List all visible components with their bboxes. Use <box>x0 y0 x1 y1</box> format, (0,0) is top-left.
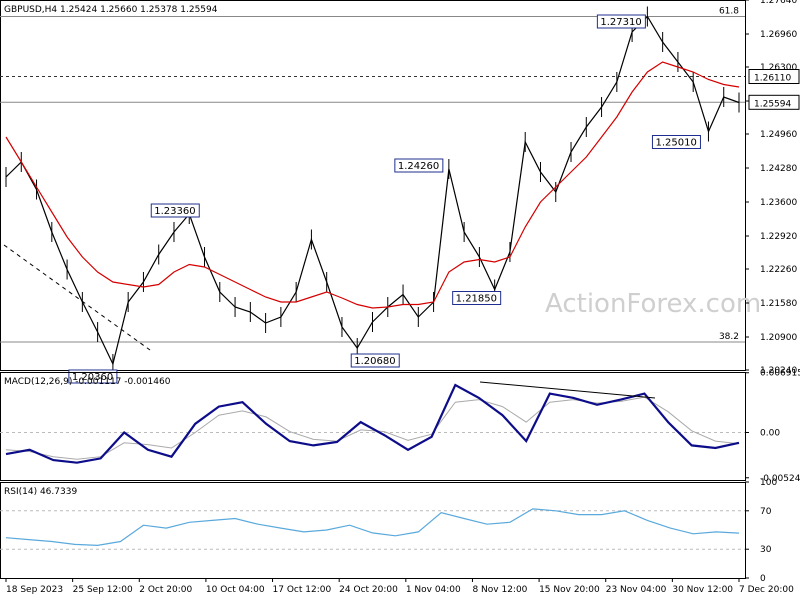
rsi-header: RSI(14) 46.7339 <box>4 487 77 497</box>
price-callout-label: 1.20680 <box>354 356 395 367</box>
macd-panel-frame <box>0 372 746 481</box>
price-callout-box <box>150 203 200 218</box>
macd-tick-label: 0.006915 <box>760 369 800 379</box>
price-callout-box <box>394 158 444 173</box>
watermark: ActionForex.com <box>545 289 761 319</box>
x-tick-label: 2 Oct 20:00 <box>139 585 192 595</box>
rsi-tick-label: 70 <box>760 507 772 517</box>
macd-tick-label: -0.005241 <box>760 474 800 484</box>
price-callout-label: 1.27310 <box>600 17 641 28</box>
x-tick-label: 25 Sep 12:00 <box>73 585 133 595</box>
price-tick-label: 1.23600 <box>760 198 797 208</box>
current-price-label: 1.25594 <box>754 99 791 109</box>
fib-level-label: 38.2 <box>719 332 739 342</box>
main-header: GBPUSD,H4 1.25424 1.25660 1.25378 1.2559… <box>4 5 218 15</box>
current-price-box <box>748 94 800 110</box>
price-tick-label: 1.22260 <box>760 265 797 275</box>
x-tick-label: 30 Nov 12:00 <box>672 585 733 595</box>
rsi-line <box>5 508 740 547</box>
rsi-tick-label: 0 <box>760 574 766 584</box>
macd-tick-label: 0.00 <box>760 428 780 438</box>
x-tick-label: 18 Sep 2023 <box>6 585 63 595</box>
price-callout-box <box>596 14 646 29</box>
price-callout-box <box>452 291 502 305</box>
price-callout-label: 1.20360 <box>72 372 113 383</box>
rsi-tick-label: 100 <box>760 478 777 488</box>
price-callout-label: 1.21850 <box>456 294 497 305</box>
x-tick-label: 1 Nov 04:00 <box>406 585 461 595</box>
price-callout-label: 1.24260 <box>398 161 439 172</box>
level-price-label: 1.26110 <box>754 74 791 84</box>
price-callout-label: 1.25010 <box>655 138 696 149</box>
price-tick-label: 1.20900 <box>760 333 797 343</box>
x-tick-label: 7 Dec 20:00 <box>739 585 794 595</box>
main-panel-frame <box>0 0 746 371</box>
price-tick-label: 1.24280 <box>760 164 797 174</box>
macd-header: MACD(12,26,9) -0.001117 -0.001460 <box>4 377 171 387</box>
macd-line <box>5 383 740 464</box>
price-tick-label: 1.26300 <box>760 63 797 73</box>
price-callout-box <box>651 135 701 149</box>
price-callout-box <box>350 353 400 368</box>
level-price-box <box>748 69 800 84</box>
price-tick-label: 1.21580 <box>760 299 797 309</box>
fib-level-label: 61.8 <box>719 7 739 17</box>
x-tick-label: 24 Oct 20:00 <box>339 585 398 595</box>
price-tick-label: 1.20240 <box>760 366 797 376</box>
price-tick-label: 1.22920 <box>760 232 797 242</box>
x-tick-label: 23 Nov 04:00 <box>606 585 667 595</box>
price-callout-box <box>68 369 118 384</box>
moving-average <box>5 61 740 309</box>
x-tick-label: 17 Oct 12:00 <box>273 585 332 595</box>
x-tick-label: 10 Oct 04:00 <box>206 585 265 595</box>
rsi-tick-label: 30 <box>760 545 772 555</box>
price-callout-label: 1.23360 <box>154 206 195 217</box>
x-tick-label: 15 Nov 20:00 <box>539 585 600 595</box>
macd-divergence-line <box>479 381 656 399</box>
trend-line <box>3 244 151 351</box>
price-tick-label: 1.24960 <box>760 130 797 140</box>
price-tick-label: 1.26960 <box>760 30 797 40</box>
price-tick-label: 1.27640 <box>760 0 797 6</box>
rsi-panel-frame <box>0 482 746 579</box>
macd-signal <box>5 396 740 460</box>
x-tick-label: 8 Nov 12:00 <box>472 585 527 595</box>
